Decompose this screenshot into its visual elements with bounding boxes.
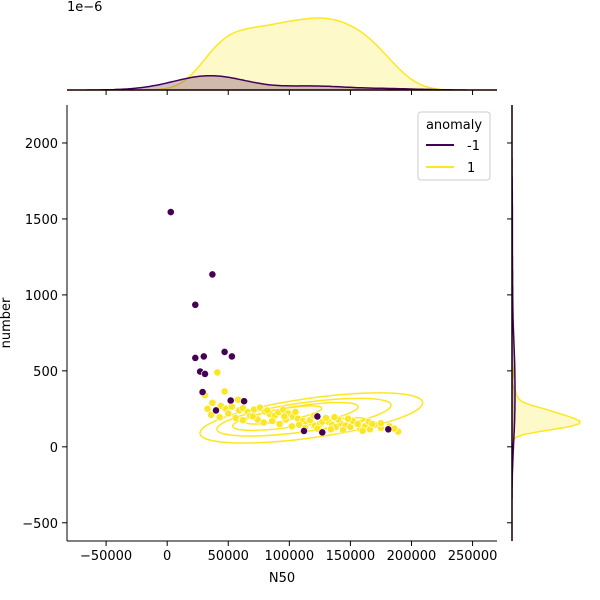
scatter-point-neg1 [220, 347, 229, 356]
legend-title: anomaly [426, 118, 482, 133]
x-axis-ticks: −50000 0 50000 100000 150000 200000 250000 [80, 541, 497, 564]
scatter-point-1 [213, 368, 222, 377]
top-marginal-ticks [105, 90, 474, 95]
scatter-point-neg1 [226, 396, 235, 405]
top-kde-series-1 [67, 17, 497, 91]
top-marginal-plot: 1e−6 [67, 0, 497, 95]
scatter-point-1 [280, 412, 289, 421]
scatter-point-1 [344, 414, 352, 423]
scatter-point-neg1 [313, 412, 322, 421]
scatter-point-1 [268, 417, 277, 425]
scatter-point-neg1 [227, 352, 236, 361]
scatter-point-1 [203, 404, 212, 413]
scatter-point-1 [231, 413, 240, 422]
scatter-point-1 [330, 413, 339, 422]
right-marginal-ticks [507, 142, 512, 524]
scatter-point-1 [215, 413, 224, 422]
scatter-point-neg1 [240, 397, 248, 406]
scatter-point-neg1 [191, 300, 200, 309]
scatter-point-1 [224, 409, 233, 418]
y-axis-ticks: −500 0 500 1000 1500 2000 [22, 137, 67, 532]
scatter-point-1 [208, 398, 217, 407]
scatter-point-1 [295, 420, 303, 429]
x-tick-label: 150000 [326, 549, 376, 564]
y-tick-label: −500 [22, 517, 58, 532]
scatter-point-neg1 [198, 388, 207, 396]
scatter-points [166, 208, 402, 437]
top-kde-series-neg1 [67, 74, 497, 91]
main-axes: −50000 0 50000 100000 150000 200000 250000 −50… [0, 105, 497, 586]
scatter-point-neg1 [201, 369, 209, 378]
scatter-point-1 [368, 420, 377, 428]
scatter-point-1 [220, 387, 229, 396]
x-axis-label: N50 [269, 571, 295, 586]
scatter-point-neg1 [212, 406, 220, 415]
scatter-point-1 [353, 420, 362, 428]
scatter-point-neg1 [208, 270, 217, 279]
x-tick-label: 50000 [208, 549, 249, 564]
legend: anomaly -1 1 [417, 111, 491, 181]
scatter-point-neg1 [384, 425, 393, 434]
scatter-point-1 [339, 426, 347, 434]
scatter-point-1 [326, 425, 335, 434]
scatter-point-1 [322, 413, 330, 422]
x-tick-label: 0 [163, 549, 171, 564]
scatter-point-1 [238, 416, 247, 425]
y-tick-label: 1500 [25, 213, 58, 228]
scatter-point-neg1 [318, 428, 327, 437]
kde-contour-line [199, 392, 424, 444]
y-tick-label: 1000 [25, 289, 58, 304]
x-tick-label: 100000 [265, 549, 315, 564]
y-axis-label: number [0, 297, 14, 348]
scatter-point-neg1 [191, 353, 200, 362]
x-tick-label: −50000 [80, 549, 132, 564]
scatter-point-neg1 [300, 426, 308, 435]
y-tick-label: 0 [50, 441, 58, 456]
top-axis-offset-label: 1e−6 [67, 0, 102, 15]
scatter-point-neg1 [199, 352, 208, 361]
scatter-point-1 [291, 407, 300, 416]
scatter-point-1 [287, 422, 296, 431]
scatter-point-1 [248, 412, 257, 421]
right-marginal-plot [507, 105, 581, 541]
scatter-point-1 [259, 418, 268, 427]
legend-label-neg1: -1 [467, 139, 480, 154]
legend-label-1: 1 [467, 161, 475, 176]
x-tick-label: 200000 [387, 549, 437, 564]
scatter-point-1 [376, 419, 385, 428]
y-tick-label: 500 [33, 365, 58, 380]
scatter-point-1 [358, 426, 367, 435]
scatter-point-1 [207, 410, 215, 419]
scatter-point-neg1 [166, 208, 175, 216]
x-tick-label: 250000 [448, 549, 498, 564]
y-tick-label: 2000 [25, 137, 58, 152]
scatter-point-1 [275, 420, 284, 428]
scatter-point-1 [263, 406, 272, 415]
right-kde-series-1 [511, 105, 581, 541]
